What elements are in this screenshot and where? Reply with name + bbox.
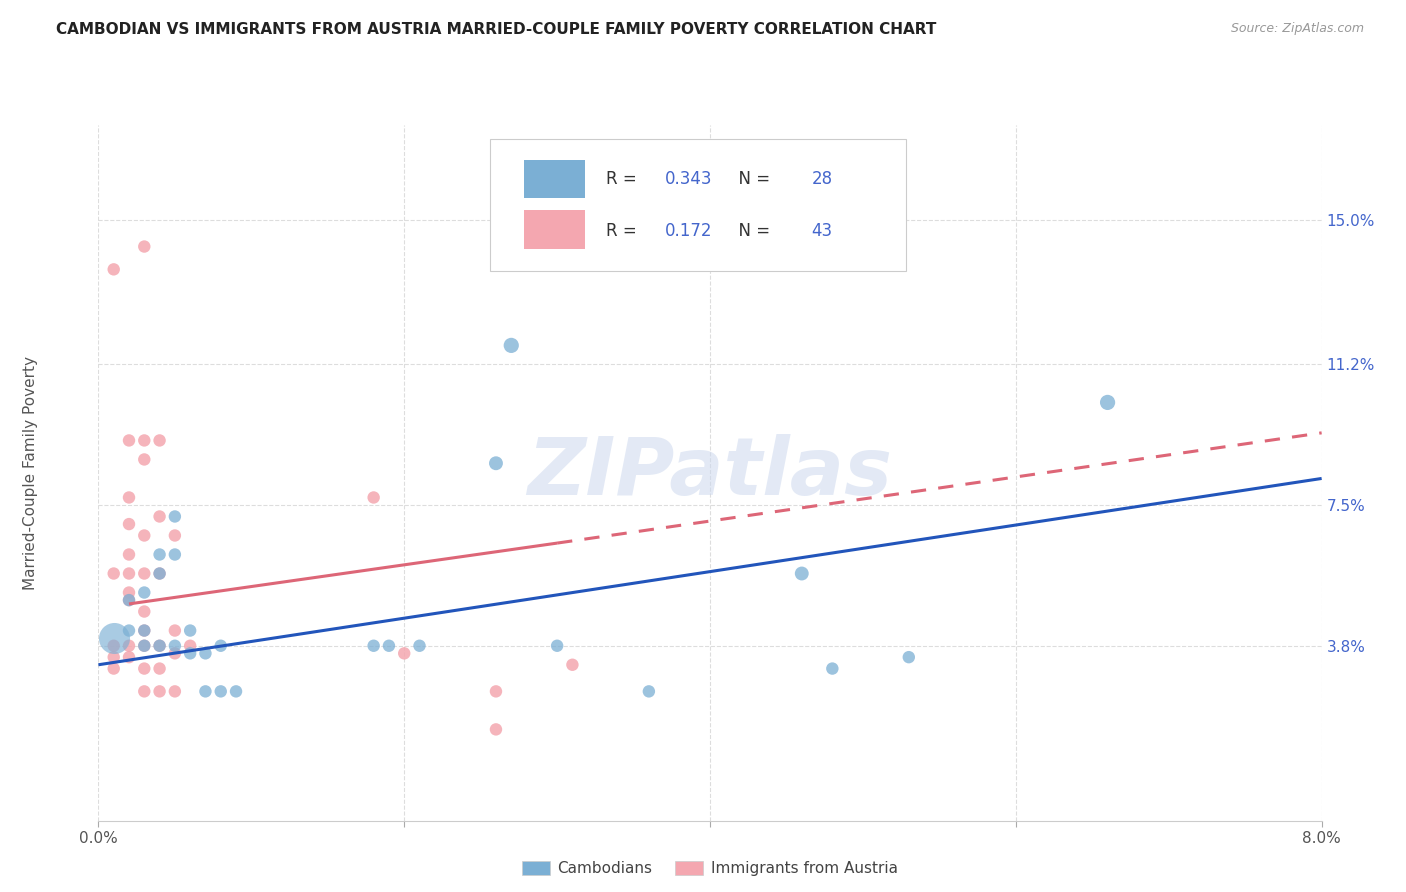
Point	[134, 624, 156, 638]
Point	[821, 662, 844, 676]
FancyBboxPatch shape	[489, 139, 905, 271]
Point	[134, 684, 156, 698]
Text: 28: 28	[811, 170, 832, 188]
Point	[103, 662, 125, 676]
Point	[103, 639, 125, 653]
Point	[103, 631, 125, 645]
Text: 0.343: 0.343	[665, 170, 713, 188]
Point	[1097, 395, 1119, 409]
Point	[118, 593, 141, 607]
Point	[118, 491, 141, 505]
Point	[179, 646, 201, 660]
Text: R =: R =	[606, 221, 643, 240]
Point	[118, 624, 141, 638]
Point	[134, 528, 156, 542]
Point	[209, 684, 232, 698]
Point	[149, 639, 172, 653]
Point	[637, 684, 661, 698]
Point	[378, 639, 401, 653]
Text: 0.172: 0.172	[665, 221, 713, 240]
Text: CAMBODIAN VS IMMIGRANTS FROM AUSTRIA MARRIED-COUPLE FAMILY POVERTY CORRELATION C: CAMBODIAN VS IMMIGRANTS FROM AUSTRIA MAR…	[56, 22, 936, 37]
Point	[134, 639, 156, 653]
Point	[163, 528, 186, 542]
Point	[118, 585, 141, 599]
Point	[118, 650, 141, 665]
Point	[134, 639, 156, 653]
Point	[363, 491, 385, 505]
Point	[103, 650, 125, 665]
Point	[485, 723, 508, 737]
Point	[225, 684, 247, 698]
Text: N =: N =	[728, 170, 776, 188]
Point	[546, 639, 568, 653]
Point	[194, 646, 217, 660]
Point	[163, 646, 186, 660]
Point	[163, 684, 186, 698]
FancyBboxPatch shape	[524, 160, 585, 198]
Point	[134, 239, 156, 253]
Point	[134, 434, 156, 448]
Point	[790, 566, 813, 581]
Point	[392, 646, 416, 660]
FancyBboxPatch shape	[524, 211, 585, 249]
Point	[163, 624, 186, 638]
Point	[179, 624, 201, 638]
Point	[118, 434, 141, 448]
Point	[179, 639, 201, 653]
Point	[118, 639, 141, 653]
Point	[118, 517, 141, 532]
Point	[561, 657, 583, 672]
Text: R =: R =	[606, 170, 643, 188]
Legend: Cambodians, Immigrants from Austria: Cambodians, Immigrants from Austria	[516, 855, 904, 882]
Point	[163, 548, 186, 562]
Point	[103, 566, 125, 581]
Point	[103, 262, 125, 277]
Point	[149, 434, 172, 448]
Point	[149, 548, 172, 562]
Point	[134, 452, 156, 467]
Point	[501, 338, 523, 352]
Point	[134, 566, 156, 581]
Point	[209, 639, 232, 653]
Point	[897, 650, 920, 665]
Text: N =: N =	[728, 221, 776, 240]
Point	[118, 548, 141, 562]
Point	[118, 566, 141, 581]
Point	[163, 639, 186, 653]
Point	[149, 509, 172, 524]
Point	[118, 593, 141, 607]
Point	[134, 662, 156, 676]
Point	[149, 662, 172, 676]
Point	[363, 639, 385, 653]
Point	[485, 684, 508, 698]
Point	[149, 639, 172, 653]
Point	[408, 639, 430, 653]
Text: Source: ZipAtlas.com: Source: ZipAtlas.com	[1230, 22, 1364, 36]
Point	[149, 566, 172, 581]
Text: ZIPatlas: ZIPatlas	[527, 434, 893, 512]
Point	[134, 585, 156, 599]
Point	[134, 624, 156, 638]
Text: Married-Couple Family Poverty: Married-Couple Family Poverty	[24, 356, 38, 590]
Text: 43: 43	[811, 221, 832, 240]
Point	[134, 605, 156, 619]
Point	[149, 684, 172, 698]
Point	[485, 456, 508, 470]
Point	[163, 509, 186, 524]
Point	[149, 566, 172, 581]
Point	[194, 684, 217, 698]
